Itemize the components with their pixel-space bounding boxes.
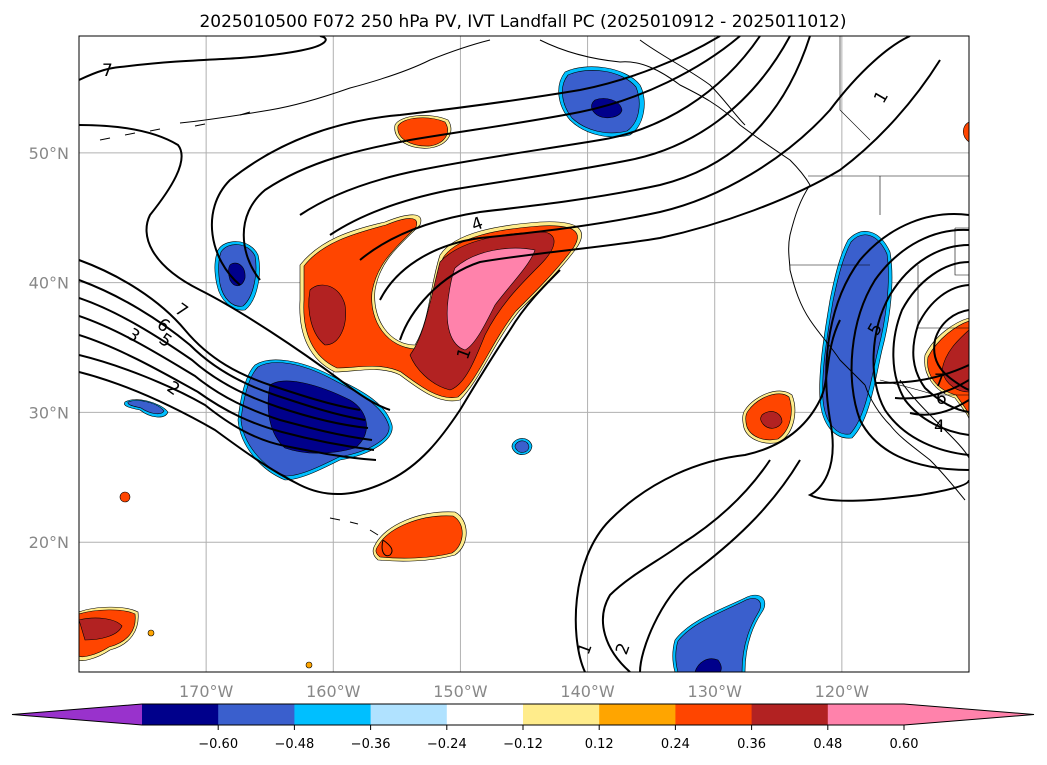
hawaii-islands [329, 517, 393, 557]
colorbar-swatch [599, 704, 676, 725]
contour-line-4 [79, 279, 366, 421]
contour-label-7-nw: 7 [102, 61, 113, 81]
colorbar-tick-label: 0.24 [661, 737, 690, 752]
contour-line-2 [79, 124, 391, 411]
contour-ridge-2 [601, 459, 771, 672]
colorbar-swatch [142, 704, 219, 725]
contour-jet-6 [379, 36, 911, 301]
longitude-labels: 170°W 160°W 150°W 140°W 130°W 120°W [179, 682, 869, 701]
contour-low-7 [874, 364, 969, 384]
contour-line-5 [79, 297, 369, 429]
map-background [79, 36, 969, 672]
alaska-canada-border [839, 36, 871, 141]
contour-jet-7 [399, 59, 941, 341]
positive-pv-anomaly-sw-corner [79, 606, 139, 661]
contour-low-3 [872, 244, 969, 456]
contour-low-5 [912, 284, 969, 413]
negative-pv-anomaly-small-1 [124, 399, 169, 418]
positive-pv-anomaly-east-pacific [742, 390, 796, 444]
contour-low-2 [850, 228, 969, 471]
colorbar-tick-label: −0.12 [503, 737, 543, 752]
contour-ridge-3 [639, 459, 801, 672]
positive-pv-anomaly-dot-2 [147, 629, 155, 637]
figure-title: 2025010500 F072 250 hPa PV, IVT Landfall… [199, 12, 846, 32]
colorbar: −0.60 −0.48 −0.36 −0.24 −0.12 0.12 0.24 0.36 0.4… [11, 703, 1035, 752]
contour-jet-4 [329, 36, 791, 236]
colorbar-tick-label: 0.36 [737, 737, 766, 752]
contour-line-1 [79, 36, 327, 81]
contour-low-9 [909, 399, 969, 416]
colorbar-tick-label: 0.48 [813, 737, 842, 752]
lon-tick-label: 130°W [688, 682, 743, 701]
aleutian-islands [99, 111, 251, 141]
colorbar-swatch [446, 704, 524, 725]
contour-line-3 [79, 259, 361, 411]
colorbar-swatch [675, 704, 753, 725]
lat-tick-label: 20°N [29, 533, 69, 552]
colorbar-outline [11, 703, 1035, 726]
contour-line-6 [79, 315, 373, 441]
lon-tick-label: 140°W [560, 682, 615, 701]
lon-tick-label: 120°W [815, 682, 870, 701]
positive-pv-anomaly-jet-band [299, 214, 582, 402]
lon-tick-label: 150°W [433, 682, 488, 701]
colorbar-tick-label: −0.48 [274, 737, 314, 752]
colorbar-swatch [294, 704, 372, 725]
colorbar-tick-label: −0.36 [351, 737, 391, 752]
contour-line-8 [79, 354, 377, 461]
contour-line-9 [79, 269, 561, 496]
contour-label-7-east: 7 [934, 371, 945, 391]
west-coast-north [788, 184, 811, 271]
colorbar-swatch [523, 704, 600, 725]
colorbar-extend-min [12, 704, 142, 725]
baja-coastline [864, 384, 966, 501]
colorbar-tick-label: 0.12 [585, 737, 614, 752]
positive-pv-anomaly-dot-1 [119, 491, 131, 503]
lon-tick-label: 160°W [306, 682, 361, 701]
colorbar-swatch [218, 704, 295, 725]
california-coastline [789, 269, 866, 386]
lat-tick-label: 30°N [29, 403, 69, 422]
positive-pv-anomaly-hawaii [372, 511, 467, 562]
pc-contours [79, 36, 969, 672]
colorbar-tick-label: 0.60 [890, 737, 919, 752]
negative-pv-anomaly-gulf-alaska [558, 66, 645, 138]
contour-label-4-east: 4 [934, 417, 945, 437]
contour-jet-2 [242, 36, 741, 281]
latitude-labels: 50°N 40°N 30°N 20°N [29, 144, 69, 552]
bc-coastline [639, 39, 746, 126]
contour-line-7 [79, 334, 375, 451]
negative-pv-anomaly-south [672, 594, 766, 672]
mexico-mainland-coast [899, 379, 969, 459]
contour-low-4 [892, 261, 969, 436]
positive-pv-anomaly-dot-3 [305, 661, 313, 669]
contour-jet-outer [210, 36, 721, 286]
coastlines [99, 39, 969, 557]
colorbar-tick-label: −0.60 [198, 737, 238, 752]
contour-low-1 [807, 213, 969, 502]
map-frame [78, 35, 970, 673]
colorbar-tick-label: −0.24 [427, 737, 467, 752]
lat-tick-label: 40°N [29, 274, 69, 293]
contour-label-6-east: 6 [936, 389, 947, 409]
lon-tick-label: 170°W [179, 682, 234, 701]
colorbar-swatch [370, 704, 448, 725]
negative-pv-anomaly-small-2 [511, 438, 533, 455]
contour-ridge-1 [574, 319, 841, 672]
lat-tick-label: 50°N [29, 144, 69, 163]
colorbar-swatch [827, 704, 905, 725]
colorbar-extend-max [904, 704, 1034, 725]
map-panel: 7 7 6 5 3 2 4 1 1 2 1 5 7 6 4 50°N40°N30… [29, 35, 970, 701]
colorbar-swatch [751, 704, 829, 725]
contour-low-8 [894, 379, 969, 400]
contour-jet-5 [359, 36, 811, 261]
contour-jet-3 [299, 36, 761, 216]
